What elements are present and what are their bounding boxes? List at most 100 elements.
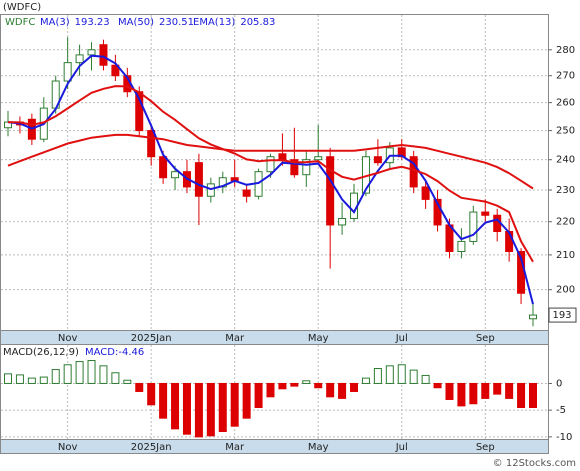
candle-body bbox=[529, 314, 537, 320]
candle-body bbox=[99, 44, 108, 66]
y-tick-label: 210 bbox=[556, 250, 575, 261]
candle-body bbox=[278, 153, 287, 161]
x-tick-label: 2025Jan bbox=[131, 333, 172, 344]
macd-bar bbox=[182, 382, 191, 435]
x-axis-band bbox=[0, 439, 549, 454]
macd-bar bbox=[194, 382, 203, 438]
macd-bar bbox=[159, 382, 168, 419]
y-tick-label: 0 bbox=[556, 378, 562, 389]
candle-body bbox=[4, 121, 12, 129]
legend-ticker: WDFC bbox=[5, 17, 35, 28]
y-tick-label: 220 bbox=[556, 217, 575, 228]
macd-bar bbox=[338, 382, 347, 399]
y-tick-label: -10 bbox=[556, 432, 572, 443]
macd-bar bbox=[326, 382, 335, 398]
macd-bar bbox=[481, 382, 490, 399]
legend-label: MA(50) bbox=[118, 17, 154, 28]
macd-bar bbox=[314, 382, 323, 389]
x-tick-label: Sep bbox=[476, 333, 495, 344]
candle-body bbox=[159, 156, 168, 179]
candle-body bbox=[469, 211, 478, 242]
macd-bar bbox=[290, 382, 299, 387]
candle-body bbox=[481, 211, 490, 216]
macd-bar bbox=[529, 382, 537, 408]
candle-body bbox=[314, 156, 323, 161]
candle-body bbox=[266, 156, 275, 173]
candle-body bbox=[194, 162, 203, 197]
x-tick-label: Mar bbox=[225, 333, 245, 344]
candle-body bbox=[147, 130, 156, 158]
candle-body bbox=[302, 159, 311, 176]
price-tag bbox=[548, 307, 577, 323]
macd-bar bbox=[218, 382, 227, 433]
y-tick-label: -5 bbox=[556, 405, 566, 416]
x-tick-label: 2025Jan bbox=[131, 442, 172, 453]
legend-label: MA(3) bbox=[40, 17, 70, 28]
macd-bar bbox=[266, 382, 275, 398]
candle-body bbox=[290, 159, 299, 176]
x-axis-band bbox=[0, 330, 549, 345]
y-tick-label: 270 bbox=[556, 71, 575, 82]
macd-bar bbox=[147, 382, 156, 406]
y-tick-label: 250 bbox=[556, 126, 575, 137]
ma-line bbox=[7, 133, 534, 190]
macd-bar bbox=[361, 377, 370, 384]
candle-body bbox=[171, 171, 180, 179]
macd-bar bbox=[87, 359, 96, 384]
legend-value: 193.23 bbox=[75, 17, 110, 28]
candle-body bbox=[63, 62, 72, 82]
macd-bar bbox=[421, 374, 430, 384]
legend-value: 205.83 bbox=[240, 17, 275, 28]
macd-bar bbox=[206, 382, 215, 437]
candle-body bbox=[457, 240, 466, 252]
candle-body bbox=[75, 54, 84, 64]
macd-bar bbox=[27, 377, 36, 384]
ma-line bbox=[7, 54, 534, 305]
macd-bar bbox=[445, 382, 454, 400]
macd-bar bbox=[4, 373, 12, 384]
macd-bar bbox=[254, 382, 263, 408]
macd-bar bbox=[135, 382, 144, 392]
candle-body bbox=[433, 198, 442, 226]
y-tick-label: 200 bbox=[556, 285, 575, 296]
macd-bar bbox=[278, 382, 287, 390]
candle-body bbox=[111, 64, 120, 77]
macd-bar bbox=[457, 382, 466, 407]
macd-bar bbox=[63, 364, 72, 384]
macd-bar bbox=[242, 382, 251, 419]
macd-bar bbox=[469, 382, 478, 405]
ticker-header: (WDFC) bbox=[3, 2, 41, 13]
macd-bar bbox=[505, 382, 514, 399]
footer: © 12Stocks.com bbox=[493, 458, 576, 469]
macd-bar bbox=[433, 382, 442, 389]
macd-bar bbox=[75, 361, 84, 384]
candle-body bbox=[338, 217, 347, 226]
macd-bar bbox=[350, 382, 359, 392]
y-tick-label: 280 bbox=[556, 45, 575, 56]
x-tick-label: Nov bbox=[58, 333, 78, 344]
legend-label: EMA(13) bbox=[193, 17, 235, 28]
macd-bar bbox=[373, 368, 382, 384]
macd-bar bbox=[230, 382, 239, 427]
candle-body bbox=[326, 156, 335, 226]
macd-bar bbox=[99, 365, 108, 384]
x-tick-label: Mar bbox=[225, 442, 245, 453]
macd-bar bbox=[171, 382, 180, 430]
macd-bar bbox=[397, 364, 406, 384]
price-tag-label: 193 bbox=[552, 310, 571, 321]
candle-body bbox=[421, 186, 430, 200]
y-tick-label: 240 bbox=[556, 155, 575, 166]
macd-bar bbox=[517, 382, 526, 408]
y-tick-label: 260 bbox=[556, 98, 575, 109]
x-tick-label: Jul bbox=[395, 333, 408, 344]
candle-body bbox=[242, 189, 251, 197]
ma-line bbox=[7, 85, 534, 263]
candle-body bbox=[87, 49, 96, 56]
x-tick-label: May bbox=[308, 442, 329, 453]
macd-bar bbox=[51, 369, 60, 384]
y-tick-label: 230 bbox=[556, 185, 575, 196]
macd-bar bbox=[385, 365, 394, 384]
macd-bar bbox=[123, 379, 132, 384]
x-tick-label: May bbox=[308, 333, 329, 344]
